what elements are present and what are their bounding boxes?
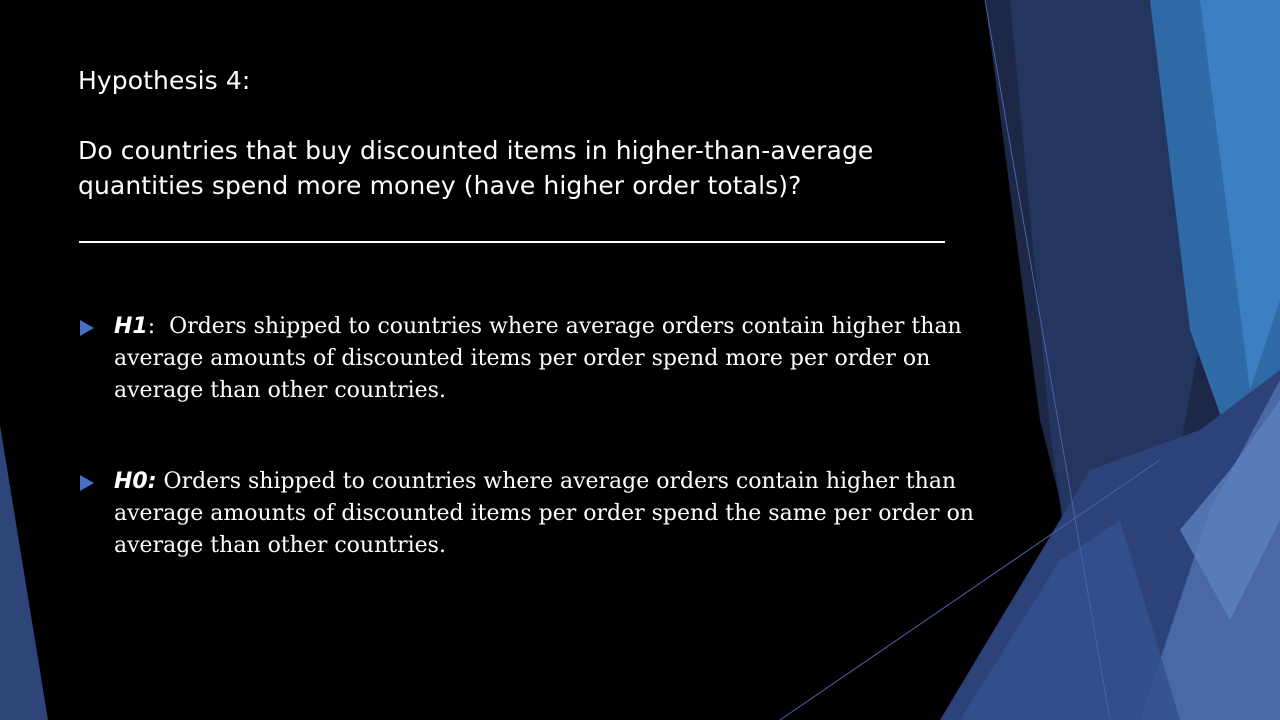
right-light-band [1200,0,1280,390]
slide-title: Hypothesis 4: Do countries that buy disc… [78,63,978,203]
deco-line-1 [984,0,1111,720]
bullet-h1-line-1: H1: Orders shipped to countries where av… [114,311,998,343]
triangle-bullet-icon [80,320,94,336]
title-hypothesis-label: Hypothesis 4: [78,66,251,95]
bullet-h1-text-1: Orders shipped to countries where averag… [169,314,962,339]
bullet-h0-label: H0: [114,469,157,494]
title-spacer [78,98,978,133]
bullet-h1: H1: Orders shipped to countries where av… [78,311,998,407]
bullet-h0-line-1: H0: Orders shipped to countries where av… [114,466,998,498]
bullet-h1-separator: : [147,314,156,339]
title-question-line-1: Do countries that buy discounted items i… [78,136,874,165]
bullet-h0-text-3: average than other countries. [114,533,446,558]
bullet-h1-text-3: average than other countries. [114,378,446,403]
triangle-bullet-icon [80,475,94,491]
bullet-h1-label: H1 [114,314,148,339]
bullet-h0-text-1: Orders shipped to countries where averag… [163,469,957,494]
bullet-h0: H0: Orders shipped to countries where av… [78,466,998,562]
title-question-line-2: quantities spend more money (have higher… [78,171,802,200]
lower-right-pale-panel [1180,400,1280,620]
bullet-h1-text-2: average amounts of discounted items per … [114,346,931,371]
bullet-list: H1: Orders shipped to countries where av… [78,311,998,562]
deco-line-2 [779,459,1161,720]
lower-right-steel-panel [960,520,1180,720]
title-divider [79,241,945,243]
left-edge-shape [0,425,48,720]
bullet-h0-text-2: average amounts of discounted items per … [114,501,974,526]
